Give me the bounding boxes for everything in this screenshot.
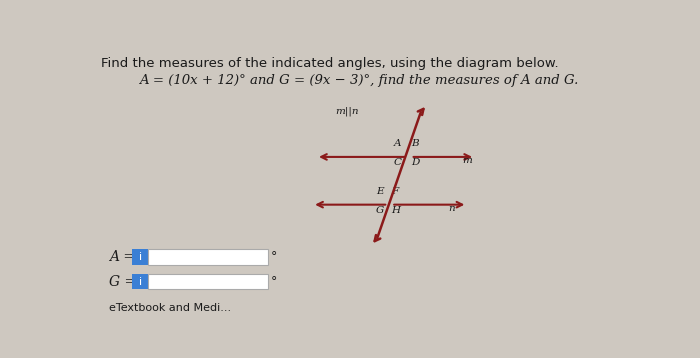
Text: G =: G = [109, 275, 136, 289]
Bar [148, 249, 268, 265]
Text: G: G [375, 206, 384, 215]
Bar [132, 274, 148, 289]
Text: eTextbook and Medi...: eTextbook and Medi... [109, 303, 231, 313]
Text: C: C [393, 159, 401, 168]
Text: m: m [462, 156, 472, 165]
Text: H: H [391, 206, 400, 215]
Text: E: E [376, 187, 384, 196]
Text: m||n: m||n [335, 107, 359, 116]
Text: i: i [139, 252, 142, 262]
Text: B: B [411, 140, 419, 149]
Text: °: ° [270, 275, 276, 288]
Bar [132, 249, 148, 265]
Bar [148, 274, 268, 289]
Text: D: D [411, 159, 419, 168]
Text: Find the measures of the indicated angles, using the diagram below.: Find the measures of the indicated angle… [102, 57, 559, 70]
Text: n: n [448, 204, 454, 213]
Text: F: F [391, 187, 398, 196]
Text: A =: A = [109, 250, 135, 264]
Text: A: A [394, 140, 401, 149]
Text: A = (10x + 12)° and G = (9x − 3)°, find the measures of A and G.: A = (10x + 12)° and G = (9x − 3)°, find … [139, 74, 578, 87]
Text: °: ° [270, 251, 276, 263]
Text: i: i [139, 277, 142, 287]
